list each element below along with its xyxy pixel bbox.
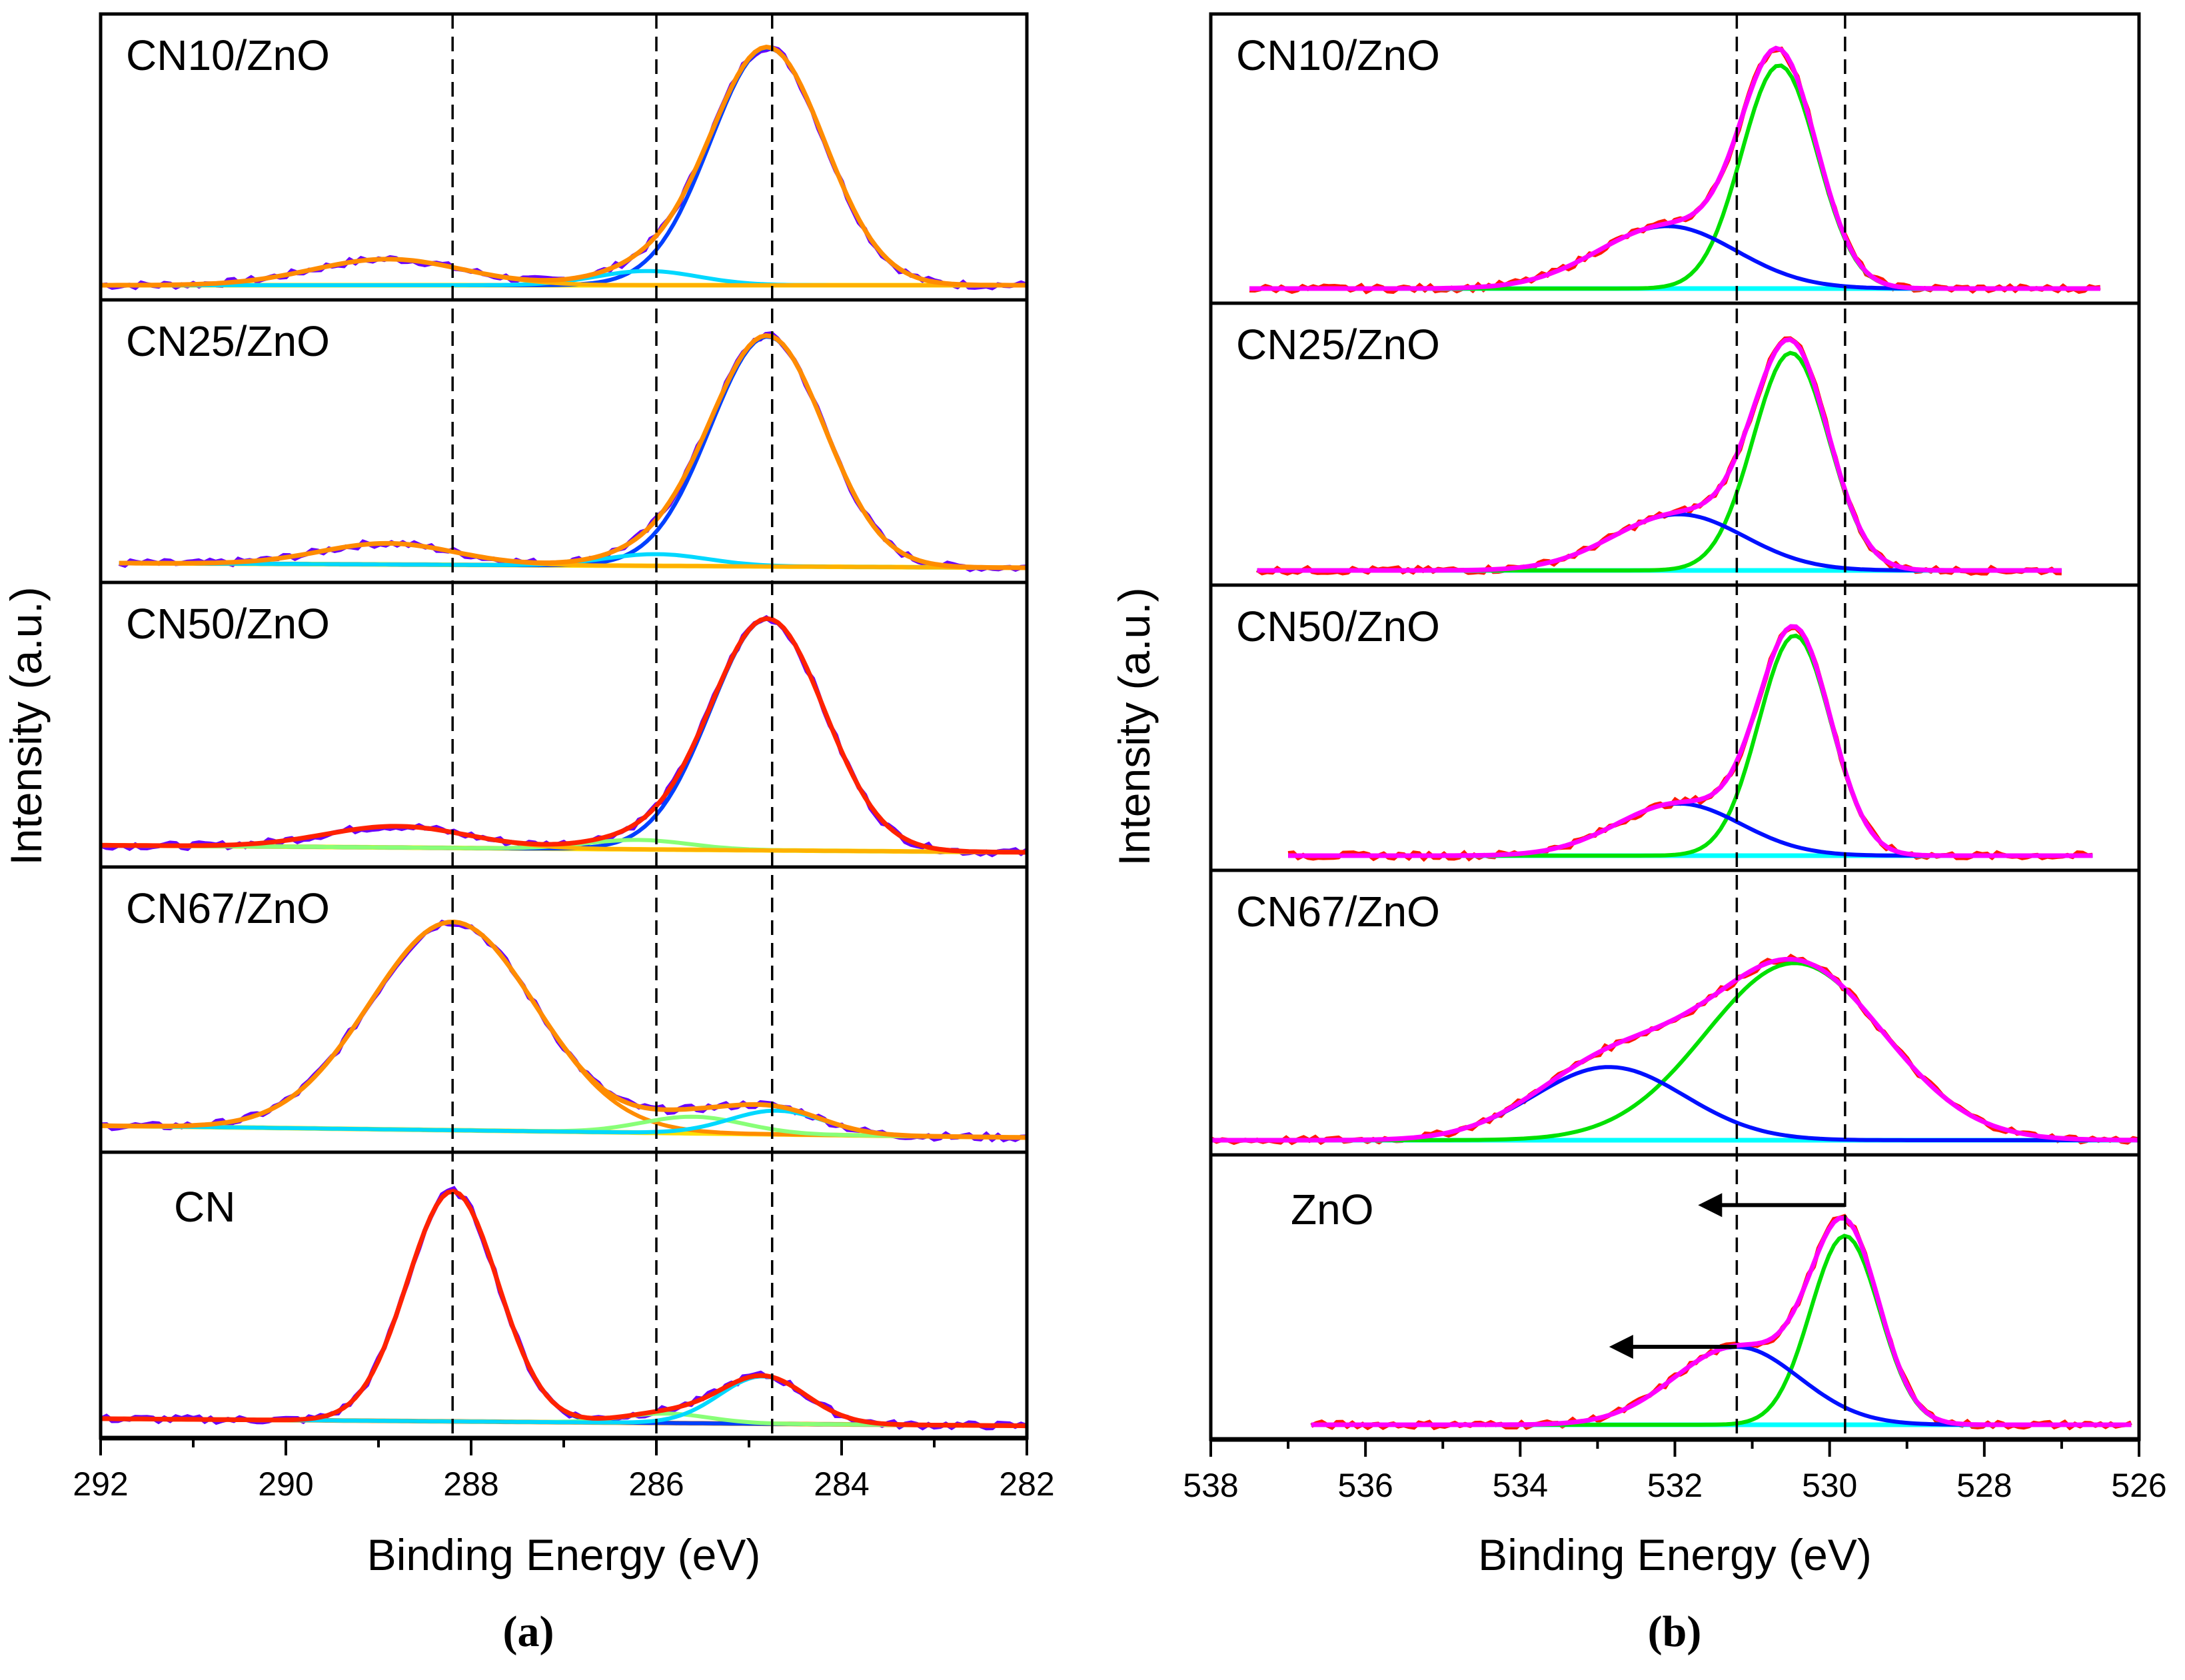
component-peak-288.2 — [100, 920, 1028, 1140]
raw-data-line — [100, 45, 1028, 291]
raw-data-line — [1255, 336, 2062, 576]
raw-data-line — [99, 614, 1028, 858]
raw-data-line — [99, 1186, 1028, 1431]
component-peak-531.2 — [1311, 1344, 2132, 1427]
sample-label: CN — [174, 1183, 235, 1231]
x-tick-label: 530 — [1802, 1467, 1857, 1504]
panel-b: CN10/ZnO CN25/ZnO CN50/ZnO CN67/ZnO ZnO 538 53… — [1109, 12, 2167, 1656]
subplot-cn67-zno: CN67/ZnO — [1209, 888, 2140, 1146]
sample-label: CN67/ZnO — [1236, 888, 1440, 936]
subplot-cn10-zno: CN10/ZnO — [100, 31, 1028, 291]
component-peak-532.1 — [1249, 224, 2100, 291]
fit-envelope-line — [100, 919, 1028, 1140]
subplot-cn25-zno: CN25/ZnO — [118, 317, 1028, 572]
x-axis-title: Binding Energy (eV) — [367, 1530, 761, 1579]
x-tick-label: 534 — [1493, 1467, 1548, 1504]
subplot-cn10-zno: CN10/ZnO — [1236, 31, 2101, 295]
fit-envelope-line — [1257, 337, 2062, 573]
panel-caption: (a) — [503, 1607, 554, 1656]
sample-label: CN67/ZnO — [126, 884, 330, 932]
raw-data-line — [1310, 1214, 2132, 1431]
component-peak-531.95 — [1288, 801, 2093, 858]
raw-data-line — [1249, 46, 2101, 295]
sample-label: CN50/ZnO — [126, 600, 330, 648]
subplot-cn67-zno: CN67/ZnO — [100, 884, 1028, 1143]
arrow-head-icon — [1698, 1193, 1723, 1218]
fit-envelope-line — [1288, 624, 2093, 858]
component-peak-288.2 — [101, 1189, 1028, 1428]
y-axis-title: Intensity (a.u.) — [1109, 587, 1159, 866]
raw-data-line — [1287, 625, 2093, 862]
raw-data-line — [1209, 953, 2140, 1146]
subplot-zno: ZnO — [1291, 1186, 2132, 1431]
subplot-cn50-zno: CN50/ZnO — [1236, 602, 2093, 862]
component-peak-530.5 — [1257, 351, 2062, 572]
sample-label: CN10/ZnO — [1236, 31, 1440, 79]
panel-a: CN10/ZnO CN25/ZnO CN50/ZnO CN67/ZnO CN 292 290… — [1, 12, 1055, 1656]
component-peak-530.45 — [1211, 961, 2140, 1142]
x-tick-label: 532 — [1647, 1467, 1703, 1504]
plot-frame — [99, 12, 1029, 1440]
fit-envelope-line — [1211, 956, 2140, 1143]
x-tick-label: 292 — [73, 1465, 128, 1503]
component-peak-529.8 — [1311, 1234, 2132, 1427]
x-tick-label: 286 — [628, 1465, 684, 1503]
fit-envelope-line — [1311, 1216, 2132, 1427]
x-tick-label: 282 — [999, 1465, 1054, 1503]
component-peak-531.95 — [1257, 512, 2062, 572]
x-tick-label: 528 — [1956, 1467, 2012, 1504]
fit-envelope-line — [119, 333, 1028, 570]
fit-envelope-line — [1249, 45, 2100, 291]
x-tick-label: 284 — [814, 1465, 869, 1503]
arrow-head-icon — [1609, 1335, 1633, 1359]
component-peak-284.8 — [101, 45, 1027, 287]
sample-label: CN50/ZnO — [1236, 602, 1440, 650]
subplot-cn50-zno: CN50/ZnO — [99, 600, 1028, 858]
raw-data-line — [118, 331, 1028, 572]
x-tick-label: 536 — [1337, 1467, 1393, 1504]
x-axis-title: Binding Energy (eV) — [1478, 1530, 1872, 1579]
y-axis-title: Intensity (a.u.) — [1, 586, 51, 865]
panel-caption: (b) — [1648, 1607, 1702, 1656]
sample-label: CN25/ZnO — [126, 317, 330, 365]
x-tick-label: 538 — [1183, 1467, 1238, 1504]
component-peak-530.65 — [1249, 63, 2100, 291]
raw-data-line — [100, 920, 1028, 1143]
fit-envelope-line — [101, 45, 1027, 288]
subplot-cn25-zno: CN25/ZnO — [1236, 321, 2062, 576]
x-tick-label: 290 — [258, 1465, 313, 1503]
sample-label: ZnO — [1291, 1186, 1373, 1234]
component-peak-530.45 — [1288, 633, 2093, 858]
fit-envelope-line — [101, 1189, 1028, 1429]
x-tick-label: 526 — [2111, 1467, 2166, 1504]
sample-label: CN25/ZnO — [1236, 321, 1440, 369]
x-tick-label: 288 — [443, 1465, 498, 1503]
subplot-cn: CN — [99, 1183, 1028, 1431]
fit-envelope-line — [101, 616, 1028, 855]
component-peak-284.8 — [101, 616, 1028, 854]
sample-label: CN10/ZnO — [126, 31, 330, 79]
component-peak-284.8 — [119, 335, 1028, 570]
